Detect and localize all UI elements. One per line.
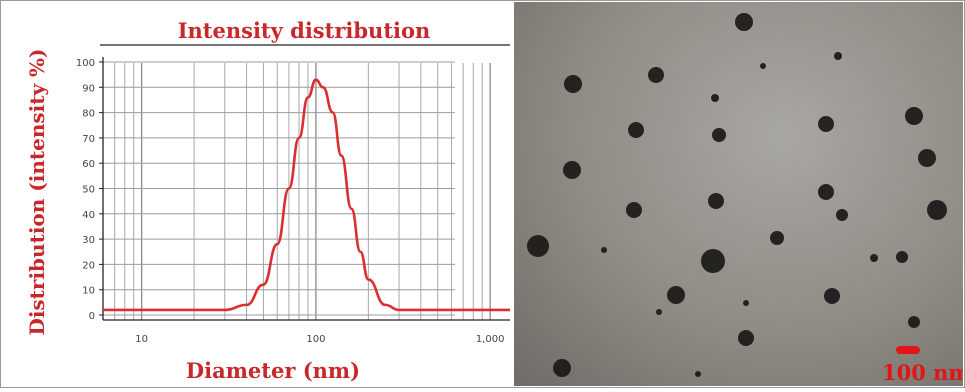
nanoparticle (564, 75, 582, 93)
nanoparticle (563, 161, 581, 179)
y-axis-label: Distribution (intensity %) (25, 48, 49, 335)
x-axis-label: Diameter (nm) (186, 358, 360, 383)
y-tick-label: 60 (82, 159, 95, 170)
nanoparticle (905, 107, 923, 125)
nanoparticle (818, 116, 834, 132)
nanoparticle (735, 13, 753, 31)
nanoparticle (927, 200, 947, 220)
dls-chart-panel: Intensity distribution Diameter (nm) Dis… (25, 18, 510, 383)
chart-title: Intensity distribution (178, 18, 431, 43)
x-tick-label: 10 (135, 334, 148, 345)
nanoparticle (656, 309, 662, 315)
nanoparticle (743, 300, 749, 306)
intensity-distribution-line (103, 78, 510, 312)
nanoparticle (834, 52, 842, 60)
nanoparticle (738, 330, 754, 346)
nanoparticle (712, 128, 726, 142)
y-tick-label: 30 (82, 235, 95, 246)
micrograph-image: 100 nm (527, 13, 963, 385)
y-tick-label: 0 (89, 311, 95, 322)
x-tick-label: 1,000 (476, 334, 505, 345)
y-tick-label: 40 (82, 210, 95, 221)
dls-chart: Intensity distribution Diameter (nm) Dis… (25, 18, 510, 383)
nanoparticle (818, 184, 834, 200)
y-tick-label: 10 (82, 286, 95, 297)
nanoparticle (770, 231, 784, 245)
nanoparticle (601, 247, 607, 253)
nanoparticle (626, 202, 642, 218)
nanoparticle (701, 249, 725, 273)
tem-micrograph: 100 nm (514, 2, 963, 386)
nanoparticle (836, 209, 848, 221)
nanoparticle (553, 359, 571, 377)
nanoparticle (760, 63, 766, 69)
nanoparticle (527, 235, 549, 257)
nanoparticle (708, 193, 724, 209)
nanoparticle (711, 94, 719, 102)
nanoparticle (908, 316, 920, 328)
plot-grid (102, 61, 491, 320)
nanoparticle (667, 286, 685, 304)
y-tick-label: 90 (82, 83, 95, 94)
plot-series (103, 78, 510, 312)
nanoparticle (648, 67, 664, 83)
x-tick-label: 100 (306, 334, 325, 345)
nanoparticle (628, 122, 644, 138)
scale-bar-label: 100 nm (882, 360, 963, 385)
scale-bar (896, 346, 920, 354)
nanoparticle (896, 251, 908, 263)
y-tick-label: 20 (82, 260, 95, 271)
y-tick-label: 70 (82, 134, 95, 145)
y-tick-label: 50 (82, 185, 95, 196)
y-tick-label: 80 (82, 109, 95, 120)
nanoparticle (870, 254, 878, 262)
nanoparticle (918, 149, 936, 167)
tick-labels: 0 10 20 30 40 50 60 70 80 90 100 10 100 1,000 (76, 58, 505, 345)
y-tick-label: 100 (76, 58, 95, 69)
nanoparticle (824, 288, 840, 304)
nanoparticle (695, 371, 701, 377)
